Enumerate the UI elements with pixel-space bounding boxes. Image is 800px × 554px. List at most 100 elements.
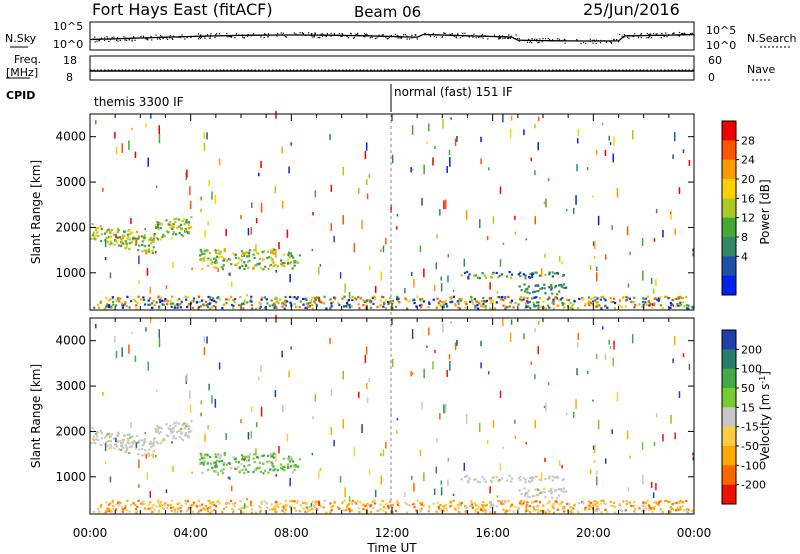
- power-cell: [537, 304, 540, 307]
- velocity-cell: [227, 502, 231, 505]
- noise-sample: [650, 33, 652, 35]
- noise-sample: [265, 34, 267, 36]
- velocity-cell: [397, 501, 400, 505]
- power-cell: [612, 300, 615, 304]
- power-cell: [189, 200, 192, 210]
- velocity-cell: [281, 468, 284, 471]
- velocity-cell: [171, 506, 175, 509]
- power-cell: [626, 296, 629, 299]
- velocity-cell: [247, 456, 251, 459]
- power-cell: [240, 215, 242, 220]
- velocity-cell: [210, 503, 214, 506]
- power-cell: [524, 277, 527, 280]
- power-cell: [530, 273, 533, 276]
- velocity-cell: [435, 466, 438, 474]
- power-cell: [99, 226, 102, 229]
- power-cell: [488, 167, 490, 171]
- velocity-cell: [474, 478, 477, 481]
- power-cell: [110, 229, 113, 232]
- velocity-cell: [181, 439, 185, 442]
- noise-sample: [317, 36, 319, 39]
- velocity-cell: [225, 506, 228, 509]
- velocity-cell: [214, 461, 217, 464]
- power-cell: [556, 293, 559, 296]
- colorbar-tick-label: 200: [741, 343, 762, 356]
- velocity-cell: [539, 491, 542, 495]
- velocity-cell: [250, 499, 253, 502]
- power-cell: [199, 258, 202, 261]
- noise-sample: [464, 32, 466, 34]
- velocity-cell: [665, 499, 668, 502]
- velocity-cell: [520, 493, 523, 496]
- velocity-cell: [105, 509, 108, 512]
- velocity-cell: [176, 510, 179, 513]
- power-cell: [626, 226, 629, 236]
- power-cell: [206, 306, 210, 309]
- power-cell: [243, 254, 246, 257]
- power-cell: [364, 150, 367, 160]
- power-cell: [368, 265, 371, 271]
- velocity-cell: [680, 500, 683, 503]
- velocity-cell: [599, 502, 602, 505]
- noise-sample: [647, 34, 650, 36]
- power-cell: [526, 287, 529, 290]
- colorbar-tick-label: 20: [741, 173, 755, 186]
- ytick-label: 4000: [55, 130, 86, 144]
- power-cell: [217, 252, 220, 255]
- ytick-label: 3000: [55, 175, 86, 189]
- power-cell: [209, 296, 212, 299]
- power-cell: [609, 296, 612, 300]
- noise-sample: [529, 41, 531, 43]
- noise-sample: [457, 33, 459, 36]
- power-cell: [571, 304, 574, 308]
- power-cell: [556, 272, 559, 275]
- noise-sample: [691, 32, 693, 34]
- power-cell: [147, 248, 151, 251]
- velocity-cell: [98, 510, 101, 513]
- velocity-cell: [601, 326, 604, 330]
- velocity-cell: [518, 502, 522, 505]
- velocity-cell: [440, 480, 443, 485]
- velocity-cell: [266, 506, 269, 509]
- velocity-cell: [161, 439, 164, 443]
- power-cell: [385, 237, 387, 245]
- power-cell: [427, 306, 430, 309]
- velocity-cell: [556, 476, 559, 479]
- velocity-cell: [234, 457, 237, 460]
- velocity-cell: [465, 413, 468, 424]
- power-cell: [482, 305, 485, 308]
- power-cell: [284, 301, 287, 304]
- velocity-cell: [673, 336, 676, 346]
- power-cell: [432, 157, 434, 166]
- power-cell: [186, 169, 188, 178]
- noise-sample: [484, 35, 486, 37]
- velocity-cell: [421, 401, 423, 410]
- velocity-cell: [172, 427, 175, 430]
- power-cell: [121, 302, 124, 305]
- velocity-cell: [526, 501, 529, 504]
- velocity-cell: [466, 474, 469, 478]
- power-cell: [268, 264, 272, 267]
- velocity-cell: [547, 382, 550, 386]
- velocity-cell: [510, 319, 513, 325]
- power-cell: [109, 240, 112, 243]
- velocity-cell: [482, 501, 485, 504]
- noise-sample: [688, 34, 690, 36]
- noise-sample: [531, 39, 533, 42]
- power-cell: [444, 299, 448, 302]
- velocity-cell: [166, 504, 170, 507]
- velocity-cell: [149, 440, 152, 444]
- noise-sample: [363, 32, 366, 35]
- velocity-cell: [359, 501, 362, 504]
- power-cell: [211, 297, 215, 300]
- velocity-cell: [175, 421, 178, 424]
- power-cell: [172, 223, 175, 226]
- power-cell: [143, 298, 146, 302]
- power-cell: [530, 157, 532, 162]
- power-cell: [489, 302, 492, 305]
- velocity-cell: [109, 435, 112, 438]
- velocity-cell: [474, 504, 478, 507]
- velocity-cell: [292, 460, 295, 463]
- velocity-cell: [306, 509, 310, 512]
- velocity-cell: [123, 434, 126, 437]
